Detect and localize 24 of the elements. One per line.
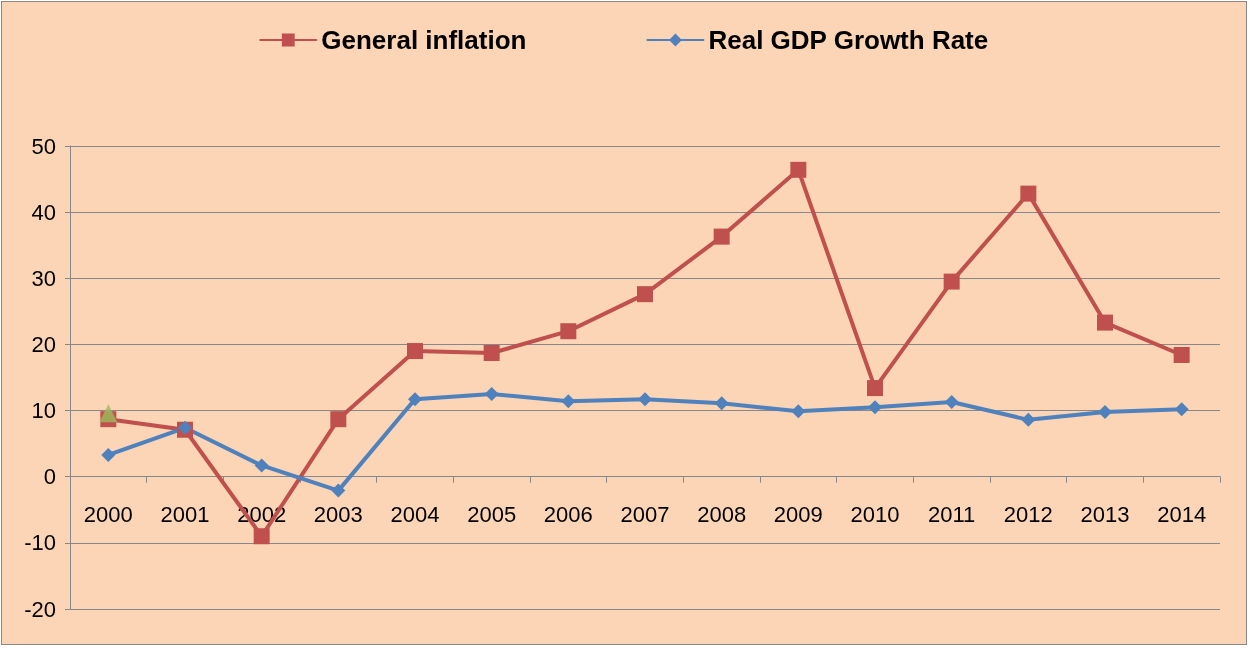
x-tick-label: 2006 (543, 502, 593, 528)
y-tick-label: -10 (24, 530, 56, 556)
y-tick-label: 30 (31, 265, 56, 291)
x-tick-label: 2001 (160, 502, 210, 528)
x-tick-label: 2004 (390, 502, 440, 528)
x-tick-label: 2008 (697, 502, 747, 528)
x-tick-label: 2003 (313, 502, 363, 528)
x-tick-label: 2014 (1157, 502, 1207, 528)
x-tick-label: 2012 (1003, 502, 1053, 528)
y-tick-label: 20 (31, 331, 56, 357)
y-tick-label: 0 (43, 464, 56, 490)
x-tick-label: 2010 (850, 502, 900, 528)
x-tick-label: 2005 (467, 502, 517, 528)
legend-label: Real GDP Growth Rate (708, 25, 989, 55)
y-tick-label: 50 (31, 133, 56, 159)
y-tick-label: -20 (24, 596, 56, 622)
x-tick-label: 2007 (620, 502, 670, 528)
x-tick-label: 2013 (1080, 502, 1130, 528)
legend-label: General inflation (321, 25, 527, 55)
x-tick-label: 2009 (773, 502, 823, 528)
x-tick-label: 2011 (928, 502, 976, 528)
x-tick-label: 2000 (83, 502, 133, 528)
y-tick-label: 40 (31, 199, 56, 225)
y-tick-label: 10 (31, 398, 56, 424)
